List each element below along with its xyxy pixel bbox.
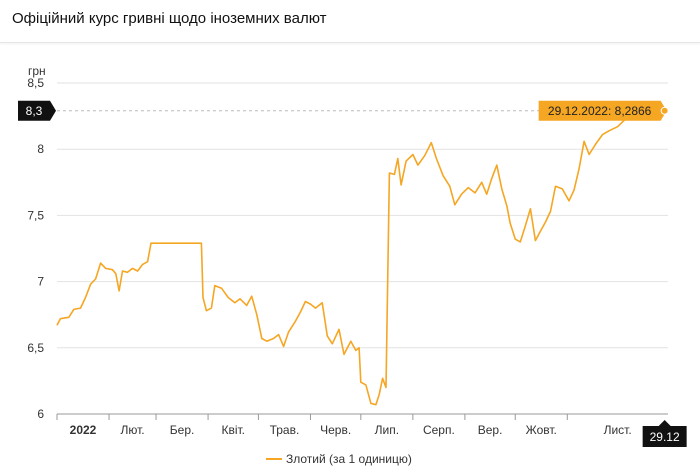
y-value-badge-label: 8,3: [26, 104, 43, 118]
x-tick-label: Бер.: [170, 423, 195, 437]
y-tick-label: 7: [37, 275, 44, 289]
y-tick-label: 7,5: [27, 208, 44, 222]
y-axis-unit: грн: [28, 64, 46, 78]
grid-lines: [57, 82, 668, 415]
x-tick-label: Лип.: [375, 423, 399, 437]
y-value-badge: [18, 100, 56, 121]
value-tooltip: [538, 100, 667, 121]
x-tick-label: Квіт.: [221, 423, 245, 437]
x-tick-label: 2022: [70, 423, 97, 437]
x-tick-label: Жовт.: [526, 423, 557, 437]
legend-label[interactable]: Злотий (за 1 одиницю): [286, 452, 412, 466]
data-point-marker[interactable]: [660, 106, 669, 115]
y-tick-label: 8,5: [27, 76, 44, 90]
legend[interactable]: Злотий (за 1 одиницю): [266, 452, 412, 466]
y-tick-label: 6,5: [27, 341, 44, 355]
x-tick-label: Черв.: [320, 423, 351, 437]
chart-header: Офіційний курс гривні щодо іноземних вал…: [0, 0, 700, 43]
y-tick-label: 6: [37, 407, 44, 421]
crosshair: 8,3 29.12 29.12.2022: 8,2866: [18, 100, 687, 447]
y-axis-ticks: 6 6,5 7 7,5 8 8,5: [27, 76, 44, 421]
y-tick-label: 8: [37, 142, 44, 156]
value-tooltip-label: 29.12.2022: 8,2866: [548, 104, 652, 118]
series-line[interactable]: [56, 110, 665, 406]
x-tick-label: Лют.: [120, 423, 144, 437]
x-tick-label: Серп.: [423, 423, 455, 437]
x-tick-label: Вер.: [478, 423, 503, 437]
x-value-badge: [642, 420, 687, 447]
x-axis-ticks: 2022 Лют. Бер. Квіт. Трав. Черв. Лип. Серп. Вер.…: [56, 414, 632, 437]
page-title: Офіційний курс гривні щодо іноземних вал…: [12, 10, 327, 27]
x-tick-label: Трав.: [270, 423, 300, 437]
x-tick-label: Лист.: [604, 423, 632, 437]
x-value-badge-label: 29.12: [650, 430, 680, 444]
